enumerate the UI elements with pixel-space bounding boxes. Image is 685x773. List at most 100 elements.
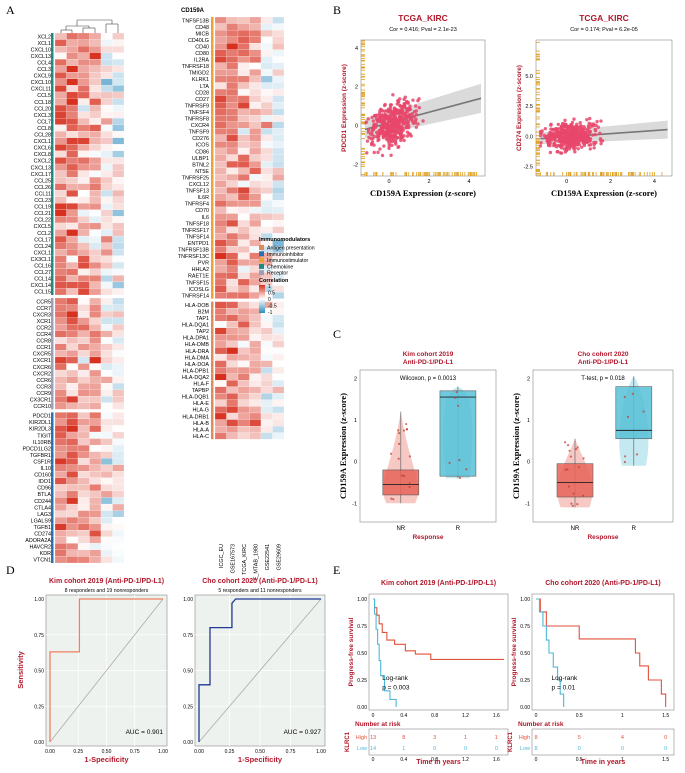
heatmap-cell bbox=[100, 190, 113, 197]
data-point bbox=[455, 390, 458, 394]
heatmap-cell bbox=[272, 180, 285, 188]
auc-label: AUC = 0.901 bbox=[126, 729, 164, 736]
correlation-legend-title: Correlation bbox=[259, 278, 289, 284]
heatmap-cell bbox=[112, 137, 125, 145]
heatmap-cell bbox=[54, 523, 67, 531]
scatter-point bbox=[567, 147, 572, 151]
heatmap-cell bbox=[54, 281, 67, 289]
y-tick-label: 0.00 bbox=[357, 705, 367, 711]
heatmap-cell bbox=[249, 141, 262, 149]
heatmap-cell bbox=[214, 406, 227, 414]
heatmap-cell bbox=[100, 242, 113, 250]
heatmap-cell bbox=[260, 187, 273, 194]
heatmap-cell bbox=[77, 451, 90, 459]
heatmap-cell bbox=[226, 154, 239, 162]
heatmap-cell bbox=[226, 121, 239, 129]
scatter-y-label: CD274 Expression (z-score) bbox=[516, 65, 523, 151]
scatter-point bbox=[538, 144, 543, 148]
heatmap-cell bbox=[89, 235, 102, 243]
heatmap-cell bbox=[226, 399, 239, 407]
y-axis-title: CD159A Expression (z-score) bbox=[511, 393, 521, 499]
scatter-point bbox=[374, 125, 378, 129]
heatmap-cell bbox=[54, 72, 67, 79]
gene-label: KIR2DL1 bbox=[29, 420, 51, 426]
heatmap-cell bbox=[54, 497, 67, 505]
heatmap-cell bbox=[237, 308, 250, 315]
heatmap-cell bbox=[214, 419, 227, 427]
heatmap-cell bbox=[214, 43, 227, 50]
heatmap-cell bbox=[214, 321, 227, 328]
heatmap-cell bbox=[77, 458, 90, 465]
heatmap-cell bbox=[249, 219, 262, 227]
legend-swatch bbox=[259, 251, 264, 257]
heatmap-cell bbox=[89, 118, 102, 125]
heatmap-cell bbox=[260, 154, 273, 162]
heatmap-cell bbox=[100, 91, 113, 99]
heatmap-cell bbox=[77, 118, 90, 125]
heatmap-cell bbox=[237, 226, 250, 234]
heatmap-cell bbox=[54, 52, 67, 60]
heatmap-cell bbox=[237, 419, 250, 427]
heatmap-cell bbox=[226, 380, 239, 387]
annotation-bar-cell bbox=[51, 196, 54, 204]
heatmap-cell bbox=[89, 52, 102, 60]
heatmap-cell bbox=[77, 268, 90, 276]
scatter-point bbox=[386, 137, 390, 141]
gene-label: CD80 bbox=[195, 51, 209, 57]
annotation-bar-cell bbox=[211, 62, 214, 70]
heatmap-cell bbox=[112, 242, 125, 250]
heatmap-cell bbox=[89, 445, 102, 452]
heatmap-cell bbox=[226, 347, 239, 355]
x-tick-label: 1.2 bbox=[462, 713, 469, 719]
heatmap-cell bbox=[66, 477, 79, 485]
data-point bbox=[564, 441, 567, 444]
heatmap-cell bbox=[272, 69, 285, 77]
gene-label: MICB bbox=[196, 31, 210, 37]
heatmap-cell bbox=[66, 304, 79, 312]
heatmap-cell bbox=[66, 235, 79, 243]
heatmap-cell bbox=[77, 464, 90, 472]
gene-label: CCL27 bbox=[34, 270, 51, 276]
heatmap-cell bbox=[260, 380, 273, 387]
heatmap-cell bbox=[112, 288, 125, 296]
scatter-point bbox=[396, 144, 401, 149]
heatmap-cell bbox=[54, 144, 67, 152]
logrank-p: p = 0.01 bbox=[552, 685, 576, 692]
heatmap-cell bbox=[249, 386, 262, 394]
scatter-point bbox=[380, 153, 385, 158]
heatmap-cell bbox=[112, 281, 125, 289]
gene-label: TAP1 bbox=[196, 316, 209, 322]
heatmap-cell bbox=[89, 497, 102, 505]
heatmap-cell bbox=[89, 425, 102, 433]
y-tick-label: 0.50 bbox=[183, 669, 193, 675]
scatter-point bbox=[372, 122, 376, 127]
heatmap-cell bbox=[112, 556, 125, 564]
heatmap-cell bbox=[112, 91, 125, 99]
gene-label: CCL4 bbox=[37, 60, 51, 66]
heatmap-cell bbox=[100, 281, 113, 289]
annotation-bar-cell bbox=[211, 380, 214, 387]
annotation-bar-cell bbox=[211, 246, 214, 253]
heatmap-cell bbox=[112, 543, 125, 550]
scatter-point bbox=[406, 109, 410, 113]
heatmap-cell bbox=[272, 102, 285, 109]
scatter-point bbox=[392, 126, 396, 130]
heatmap-cell bbox=[237, 327, 250, 335]
heatmap-cell bbox=[237, 82, 250, 90]
heatmap-cell bbox=[249, 69, 262, 77]
heatmap-cell bbox=[214, 340, 227, 348]
annotation-bar-cell bbox=[51, 59, 54, 66]
heatmap-cell bbox=[249, 412, 262, 420]
heatmap-cell bbox=[260, 88, 273, 96]
heatmap-cell bbox=[100, 402, 113, 410]
heatmap-cell bbox=[112, 229, 125, 237]
gene-label: IL10RB bbox=[33, 440, 51, 446]
scatter-point bbox=[556, 127, 560, 131]
heatmap-cell bbox=[226, 49, 239, 57]
x-tick-label: 0.00 bbox=[45, 749, 55, 755]
heatmap-cell bbox=[272, 226, 285, 234]
scatter-point bbox=[402, 102, 407, 107]
heatmap-cell bbox=[100, 78, 113, 86]
dendrogram bbox=[60, 19, 119, 33]
scatter-point bbox=[568, 138, 573, 143]
